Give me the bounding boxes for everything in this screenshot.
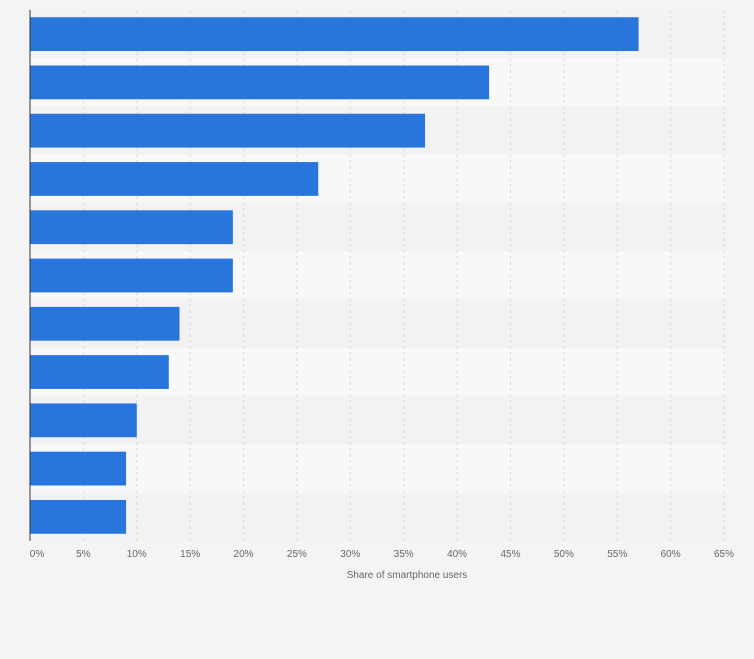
x-tick-label-45%: 45%	[500, 549, 520, 560]
x-tick-label-15%: 15%	[180, 549, 200, 560]
x-tick-label-20%: 20%	[234, 549, 254, 560]
x-tick-label-50%: 50%	[554, 549, 574, 560]
bar-2	[30, 65, 490, 100]
row-band-10	[30, 444, 726, 493]
bar-5	[30, 210, 233, 245]
x-tick-label-0%: 0%	[30, 549, 45, 560]
bar-4	[30, 162, 319, 196]
x-tick-label-5%: 5%	[76, 549, 91, 560]
x-tick-labels: 0% 5% 10% 15% 20% 25% 30% 35% 40% 45% 50% 55% 60% 65%	[30, 549, 734, 560]
x-tick-label-25%: 25%	[287, 549, 307, 560]
bar-11	[30, 499, 127, 534]
x-tick-label-40%: 40%	[447, 549, 467, 560]
row-band-9	[30, 396, 726, 445]
row-band-11	[30, 492, 726, 541]
x-tick-label-60%: 60%	[661, 549, 681, 560]
x-tick-label-35%: 35%	[394, 549, 414, 560]
bars	[30, 17, 639, 534]
x-tick-label-55%: 55%	[607, 549, 627, 560]
bar-1	[30, 17, 639, 52]
x-tick-label-10%: 10%	[127, 549, 147, 560]
bar-10	[30, 451, 127, 486]
bar-8	[30, 355, 169, 389]
bar-9	[30, 403, 137, 438]
x-axis-title: Share of smartphone users	[347, 570, 468, 581]
x-tick-label-65%: 65%	[714, 549, 734, 560]
bar-6	[30, 258, 233, 293]
bar-3	[30, 113, 426, 148]
x-tick-label-30%: 30%	[340, 549, 360, 560]
bar-7	[30, 306, 180, 341]
